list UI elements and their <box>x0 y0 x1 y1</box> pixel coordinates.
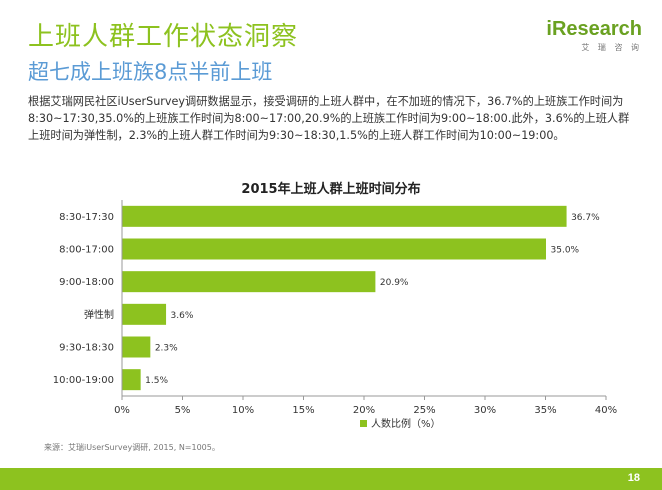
x-tick-label: 20% <box>353 405 375 416</box>
x-tick-label: 30% <box>474 405 496 416</box>
value-label: 1.5% <box>145 376 168 386</box>
category-label: 9:30-18:30 <box>59 343 114 354</box>
x-tick-label: 35% <box>534 405 556 416</box>
logo-text: Research <box>551 18 642 40</box>
category-label: 9:00-18:00 <box>59 277 114 288</box>
category-label: 8:00-17:00 <box>59 245 114 256</box>
chart-title: 2015年上班人群上班时间分布 <box>241 182 421 197</box>
x-tick-label: 10% <box>232 405 254 416</box>
value-label: 20.9% <box>380 278 409 288</box>
page-title: 上班人群工作状态洞察 <box>28 22 299 52</box>
x-tick-label: 40% <box>595 405 617 416</box>
logo-wordmark: iResearch <box>546 18 642 41</box>
bar <box>122 303 167 325</box>
value-label: 3.6% <box>171 311 194 321</box>
legend-swatch <box>360 420 367 427</box>
x-tick-label: 5% <box>175 405 191 416</box>
bar <box>122 271 376 293</box>
category-label: 弹性制 <box>84 308 114 321</box>
bar <box>122 238 546 260</box>
bar-chart: 0% 5% 10% 15% 20% 25% 30% 35% 40% 8:30-17:30 36.7%… <box>53 200 617 430</box>
source-note: 来源：艾瑞iUserSurvey调研, 2015, N=1005。 <box>44 443 220 452</box>
iresearch-logo: iResearch 艾 瑞 咨 询 <box>546 18 642 53</box>
category-label: 8:30-17:30 <box>59 212 114 223</box>
legend-label: 人数比例（%） <box>371 417 441 430</box>
logo-prefix: i <box>546 18 552 40</box>
bar <box>122 336 151 358</box>
value-label: 36.7% <box>571 213 600 223</box>
x-tick-label: 25% <box>413 405 435 416</box>
value-label: 35.0% <box>551 246 580 256</box>
logo-subtext: 艾 瑞 咨 询 <box>581 43 642 52</box>
value-label: 2.3% <box>155 344 178 354</box>
x-tick-label: 15% <box>292 405 314 416</box>
category-label: 10:00-19:00 <box>53 375 114 386</box>
page-subtitle: 超七成上班族8点半前上班 <box>28 60 273 84</box>
footer-bar: 18 <box>0 468 662 490</box>
page-number: 18 <box>627 472 640 484</box>
x-tick-label: 0% <box>114 405 130 416</box>
bar <box>122 205 567 227</box>
bar <box>122 369 141 391</box>
description-text: 根据艾瑞网民社区iUserSurvey调研数据显示，接受调研的上班人群中，在不加… <box>28 95 630 142</box>
